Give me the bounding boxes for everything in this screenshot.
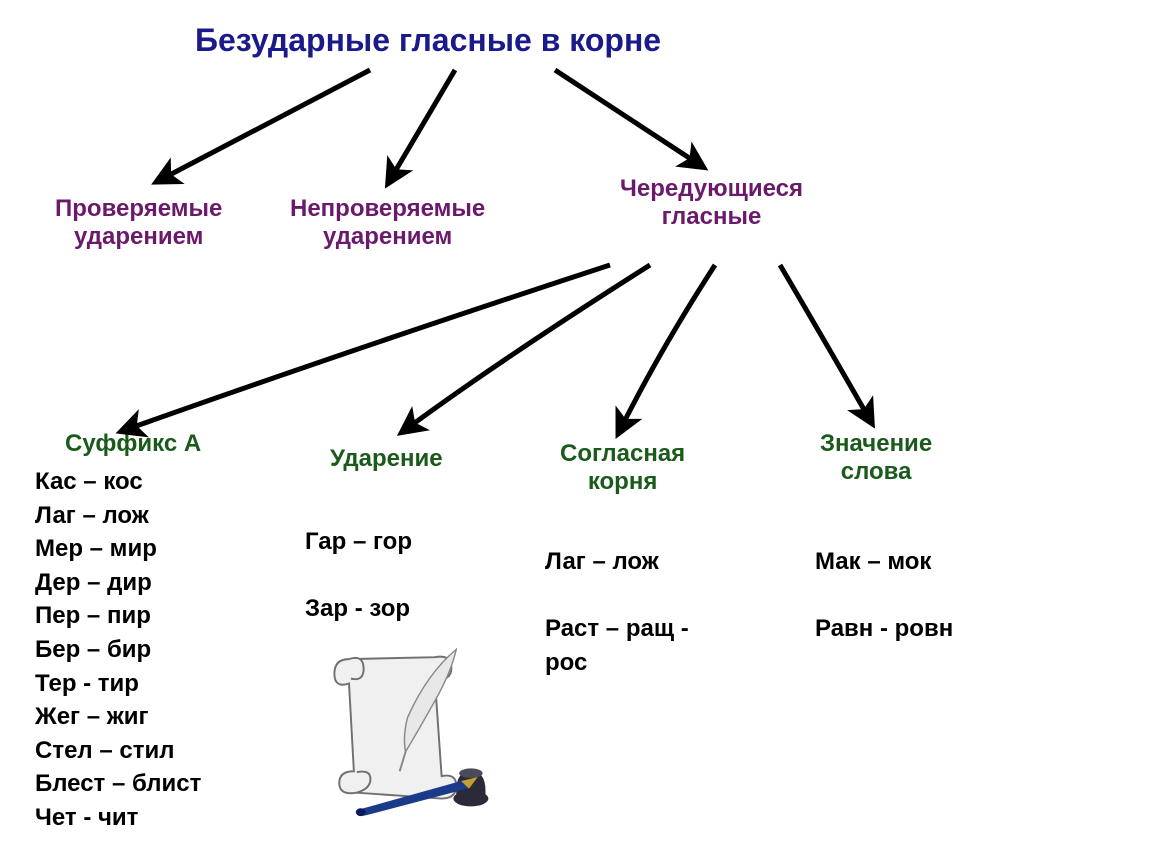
category-checked-by-stress: Проверяемые ударением — [55, 195, 222, 251]
diagram-title: Безударные гласные в корне — [195, 22, 661, 59]
group-meaning-items: Мак – мок Равн - ровн — [815, 545, 953, 646]
group-suffix-a-items: Кас – кос Лаг – лож Мер – мир Дер – дир … — [35, 465, 201, 835]
subcat-stress: Ударение — [330, 445, 443, 473]
group-stress-items: Гар – гор Зар - зор — [305, 525, 412, 626]
category-alternating: Чередующиеся гласные — [620, 175, 803, 231]
subcat-consonant: Согласная корня — [560, 440, 685, 496]
group-consonant-items: Лаг – лож Раст – ращ - рос — [545, 545, 689, 679]
subcat-meaning: Значение слова — [820, 430, 932, 486]
subcat-suffix-a: Суффикс А — [65, 430, 201, 458]
category-unchecked-by-stress: Непроверяемые ударением — [290, 195, 485, 251]
scroll-quill-icon — [310, 625, 505, 820]
